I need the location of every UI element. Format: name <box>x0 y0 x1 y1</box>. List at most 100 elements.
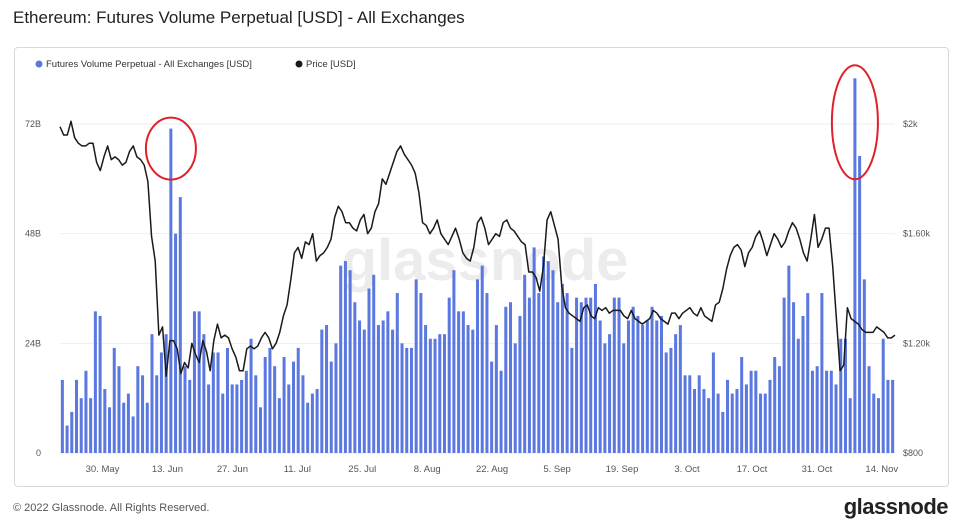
volume-bar <box>433 338 437 453</box>
volume-bar <box>372 274 376 453</box>
volume-bar <box>310 393 314 453</box>
volume-bar <box>631 306 635 453</box>
highlight-circles <box>144 64 879 181</box>
volume-bar <box>787 265 791 453</box>
volume-bar <box>853 78 857 453</box>
volume-bar <box>126 393 130 453</box>
volume-bar <box>117 366 121 453</box>
volume-bar <box>461 311 465 453</box>
y-right-tick-label: $800 <box>903 448 923 458</box>
volume-bar <box>688 375 692 453</box>
volume-bar <box>301 375 305 453</box>
y-left-tick-label: 24B <box>25 338 41 348</box>
volume-bar <box>603 343 607 453</box>
volume-bar <box>754 370 758 453</box>
y-right-tick-label: $1.20k <box>903 338 931 348</box>
volume-bar <box>79 398 83 453</box>
legend-volume-label[interactable]: Futures Volume Perpetual - All Exchanges… <box>46 59 252 70</box>
volume-bar <box>381 320 385 453</box>
volume-bar <box>768 379 772 453</box>
volume-bar <box>565 293 569 453</box>
volume-bar <box>414 279 418 453</box>
volume-bar <box>858 155 862 453</box>
volume-bar <box>475 279 480 453</box>
volume-bar <box>485 293 489 453</box>
volume-bar <box>230 384 234 453</box>
volume-bar <box>848 398 852 453</box>
volume-bar <box>263 357 267 453</box>
volume-bar <box>782 297 786 453</box>
volume-bar <box>296 347 300 453</box>
volume-bar <box>891 379 895 453</box>
volume-bar <box>749 370 753 453</box>
volume-bar <box>89 398 93 453</box>
volume-bar <box>575 297 579 453</box>
volume-bar <box>532 247 536 454</box>
volume-bar <box>188 379 192 453</box>
volume-bar <box>645 320 649 453</box>
legend-price-swatch <box>295 60 303 68</box>
legend[interactable]: Futures Volume Perpetual - All Exchanges… <box>35 59 356 70</box>
volume-bar <box>367 288 371 453</box>
highlight-circle <box>144 116 197 181</box>
volume-bar <box>825 370 829 453</box>
volume-bar <box>815 366 819 453</box>
y-right-tick-label: $2k <box>903 119 918 129</box>
volume-bar <box>192 311 196 453</box>
legend-price-label[interactable]: Price [USD] <box>306 59 356 70</box>
volume-bar <box>589 297 593 453</box>
price-line <box>59 120 896 377</box>
x-tick-label: 30. May <box>86 464 120 475</box>
volume-bar <box>183 366 187 453</box>
y-right-tick-label: $1.60k <box>903 229 931 239</box>
volume-bar <box>702 389 706 453</box>
x-tick-label: 22. Aug <box>476 464 508 475</box>
volume-bar <box>834 384 838 453</box>
y-left-tick-label: 72B <box>25 119 41 129</box>
volume-bar <box>636 315 640 453</box>
volume-bar <box>810 370 814 453</box>
volume-bar <box>655 320 659 453</box>
volume-bar <box>527 297 531 453</box>
volume-bar <box>546 261 550 453</box>
volume-bar <box>683 375 687 453</box>
volume-bar <box>843 338 847 453</box>
volume-bar <box>735 389 739 453</box>
volume-bar <box>348 270 352 453</box>
y-left-tick-label: 48B <box>25 229 41 239</box>
volume-bar <box>876 398 880 453</box>
volume-bar <box>556 302 560 453</box>
volume-bar <box>457 311 461 453</box>
x-tick-label: 14. Nov <box>865 464 898 475</box>
volume-bar <box>306 402 310 453</box>
volume-bar <box>740 357 744 453</box>
volume-bar <box>329 361 333 453</box>
brand-logo[interactable]: glassnode <box>843 494 949 519</box>
volume-bar <box>287 384 291 453</box>
volume-bar <box>202 334 206 453</box>
volume-bar <box>343 261 347 453</box>
x-tick-label: 13. Jun <box>152 464 183 475</box>
volume-bar <box>499 370 503 453</box>
volume-bar <box>839 338 843 453</box>
x-tick-label: 17. Oct <box>737 464 768 475</box>
volume-bar <box>872 393 876 453</box>
volume-bar <box>711 352 715 453</box>
volume-bar <box>494 325 498 453</box>
x-tick-label: 3. Oct <box>674 464 700 475</box>
volume-bar <box>867 366 871 453</box>
volume-bar <box>579 302 583 453</box>
volume-bar <box>258 407 262 453</box>
volume-bar <box>419 293 423 453</box>
volume-bar <box>447 297 451 453</box>
volume-bar <box>669 347 673 453</box>
volume-bar <box>773 357 777 453</box>
volume-bar <box>509 302 513 453</box>
volume-bar <box>598 320 602 453</box>
x-tick-label: 27. Jun <box>217 464 248 475</box>
volume-bar <box>339 265 343 453</box>
x-tick-label: 19. Sep <box>606 464 639 475</box>
x-tick-label: 11. Jul <box>284 464 311 475</box>
volume-bar <box>211 352 215 453</box>
volume-bar <box>792 302 796 453</box>
